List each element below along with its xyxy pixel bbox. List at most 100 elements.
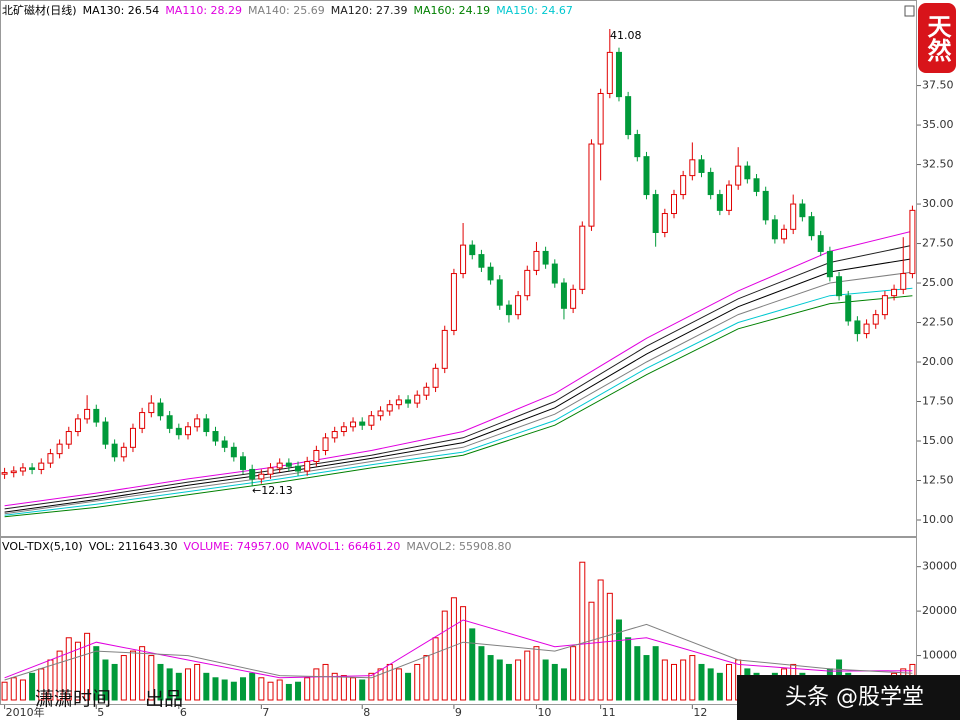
- y-tick-label: 12.50: [922, 473, 954, 486]
- volume-bar: [203, 672, 210, 701]
- candle-body: [606, 51, 613, 94]
- volume-bar: [726, 663, 733, 701]
- ma-line: [4, 623, 913, 681]
- candle-body: [570, 288, 577, 309]
- y-tick-label: 35.00: [922, 118, 954, 131]
- candle-body: [377, 410, 384, 417]
- candle-body: [505, 304, 512, 316]
- candle-body: [230, 446, 237, 458]
- ma-line: [4, 230, 913, 507]
- volume-bar: [93, 646, 100, 701]
- candle-body: [322, 437, 329, 451]
- volume-bar: [258, 677, 265, 701]
- x-tick-label: 10: [537, 706, 551, 719]
- candle-body: [304, 461, 311, 472]
- volume-bar: [551, 663, 558, 701]
- volume-bar: [148, 655, 155, 701]
- candle-body: [93, 408, 100, 423]
- volume-bar: [111, 663, 118, 701]
- candle-body: [588, 143, 595, 227]
- volume-bar: [240, 677, 247, 701]
- volume-bar: [340, 675, 347, 701]
- candle-body: [359, 421, 366, 426]
- volume-bar: [120, 655, 127, 701]
- volume-bar: [139, 646, 146, 701]
- volume-bar: [313, 668, 320, 701]
- volume-bar: [84, 632, 91, 701]
- ma-line: [4, 295, 913, 518]
- candle-body: [615, 51, 622, 98]
- y-tick-label: 30.00: [922, 197, 954, 210]
- candle-body: [129, 427, 136, 448]
- volume-bar: [377, 668, 384, 701]
- volume-bar: [295, 681, 302, 701]
- annotation: ←12.13: [252, 484, 293, 497]
- volume-bar: [680, 659, 687, 701]
- candle-body: [707, 171, 714, 196]
- x-tick-label: 9: [455, 706, 462, 719]
- volume-bar: [670, 663, 677, 701]
- candle-body: [625, 96, 632, 136]
- legend-entry: MA160: 24.19: [413, 4, 491, 17]
- y-tick-label: 10000: [922, 649, 957, 662]
- watermark: 潇潇时间: [35, 688, 112, 710]
- candle-body: [560, 282, 567, 309]
- candle-body: [515, 295, 522, 316]
- volume-bar: [322, 663, 329, 701]
- x-tick-label: 5: [97, 706, 104, 719]
- candle-body: [249, 468, 256, 480]
- volume-bar: [350, 677, 357, 701]
- y-tick-label: 32.50: [922, 158, 954, 171]
- volume-bar: [579, 561, 586, 701]
- volume-header: VOL-TDX(5,10) VOL: 211643.30 VOLUME: 74957…: [2, 540, 518, 554]
- volume-bar: [405, 672, 412, 701]
- volume-bar: [29, 672, 36, 701]
- banner: 头条 @股学堂: [737, 675, 960, 720]
- candle-body: [405, 399, 412, 404]
- volume-bar: [184, 668, 191, 701]
- volume-bar: [515, 659, 522, 701]
- candle-body: [313, 449, 320, 463]
- candle-body: [84, 408, 91, 420]
- candle-body: [267, 467, 274, 475]
- volume-bar: [395, 668, 402, 701]
- volume-bar: [276, 679, 283, 701]
- candle-body: [670, 194, 677, 215]
- candle-body: [258, 473, 265, 480]
- candle-body: [432, 367, 439, 388]
- annotation: 41.08: [610, 29, 642, 42]
- volume-bar: [505, 663, 512, 701]
- candle-body: [166, 415, 173, 429]
- window-icon: [904, 5, 915, 17]
- volume-bar: [267, 681, 274, 701]
- candle-body: [47, 453, 54, 464]
- volume-bar: [716, 672, 723, 701]
- candle-body: [340, 426, 347, 433]
- x-tick-label: 8: [363, 706, 370, 719]
- candle-body: [157, 402, 164, 417]
- candle-body: [487, 266, 494, 281]
- volume-bar: [166, 668, 173, 701]
- chart-title: 北矿磁材(日线): [2, 4, 77, 17]
- legend-entry: VOLUME: 74957.00: [183, 540, 290, 553]
- volume-bar: [423, 655, 430, 701]
- main-frame: [0, 0, 917, 537]
- candle-body: [716, 194, 723, 211]
- chart-title: VOL-TDX(5,10): [2, 540, 83, 553]
- logo: 天然: [918, 3, 956, 73]
- candle-body: [386, 404, 393, 412]
- volume-bar: [588, 601, 595, 701]
- candle-body: [10, 470, 17, 474]
- y-tick-label: 25.00: [922, 276, 954, 289]
- volume-bar: [460, 606, 467, 701]
- candle-body: [441, 329, 448, 369]
- candle-body: [762, 190, 769, 221]
- x-tick-label: 7: [262, 706, 269, 719]
- y-tick-label: 17.50: [922, 395, 954, 408]
- volume-bar: [597, 579, 604, 701]
- candle-body: [533, 250, 540, 271]
- candle-body: [29, 467, 36, 470]
- volume-bar: [230, 681, 237, 701]
- main-header: 北矿磁材(日线) MA130: 26.54 MA110: 28.29 MA140: 2…: [2, 4, 579, 18]
